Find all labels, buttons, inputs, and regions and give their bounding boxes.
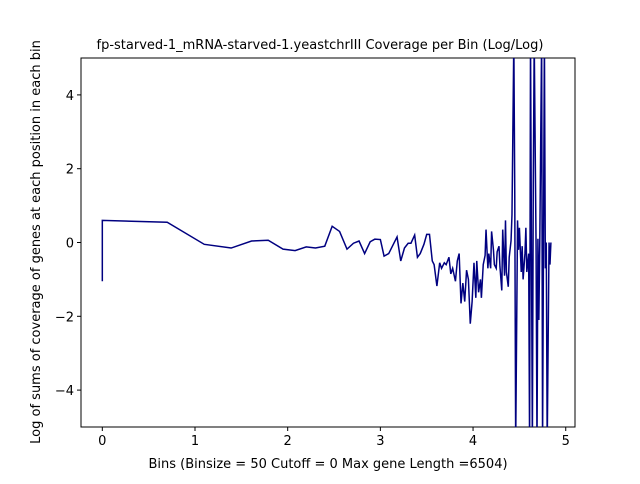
y-tick-label: −2 [55, 310, 74, 325]
x-tick-label: 1 [191, 434, 199, 449]
y-tick-label: −4 [55, 384, 74, 399]
chart-title: fp-starved-1_mRNA-starved-1.yeastchrIII … [97, 38, 544, 53]
plot-frame [80, 57, 576, 428]
y-tick-label: 2 [66, 163, 74, 178]
x-tick-label: 0 [98, 434, 106, 449]
x-tick-label: 3 [376, 434, 384, 449]
x-tick-label: 5 [562, 434, 570, 449]
y-tick-label: 0 [66, 237, 74, 252]
y-tick-label: 4 [66, 89, 74, 104]
x-tick-label: 2 [284, 434, 292, 449]
data-line [101, 58, 552, 427]
x-axis-label: Bins (Binsize = 50 Cutoff = 0 Max gene L… [148, 457, 507, 472]
y-axis-label: Log of sums of coverage of genes at each… [29, 40, 44, 444]
x-tick-label: 4 [469, 434, 477, 449]
